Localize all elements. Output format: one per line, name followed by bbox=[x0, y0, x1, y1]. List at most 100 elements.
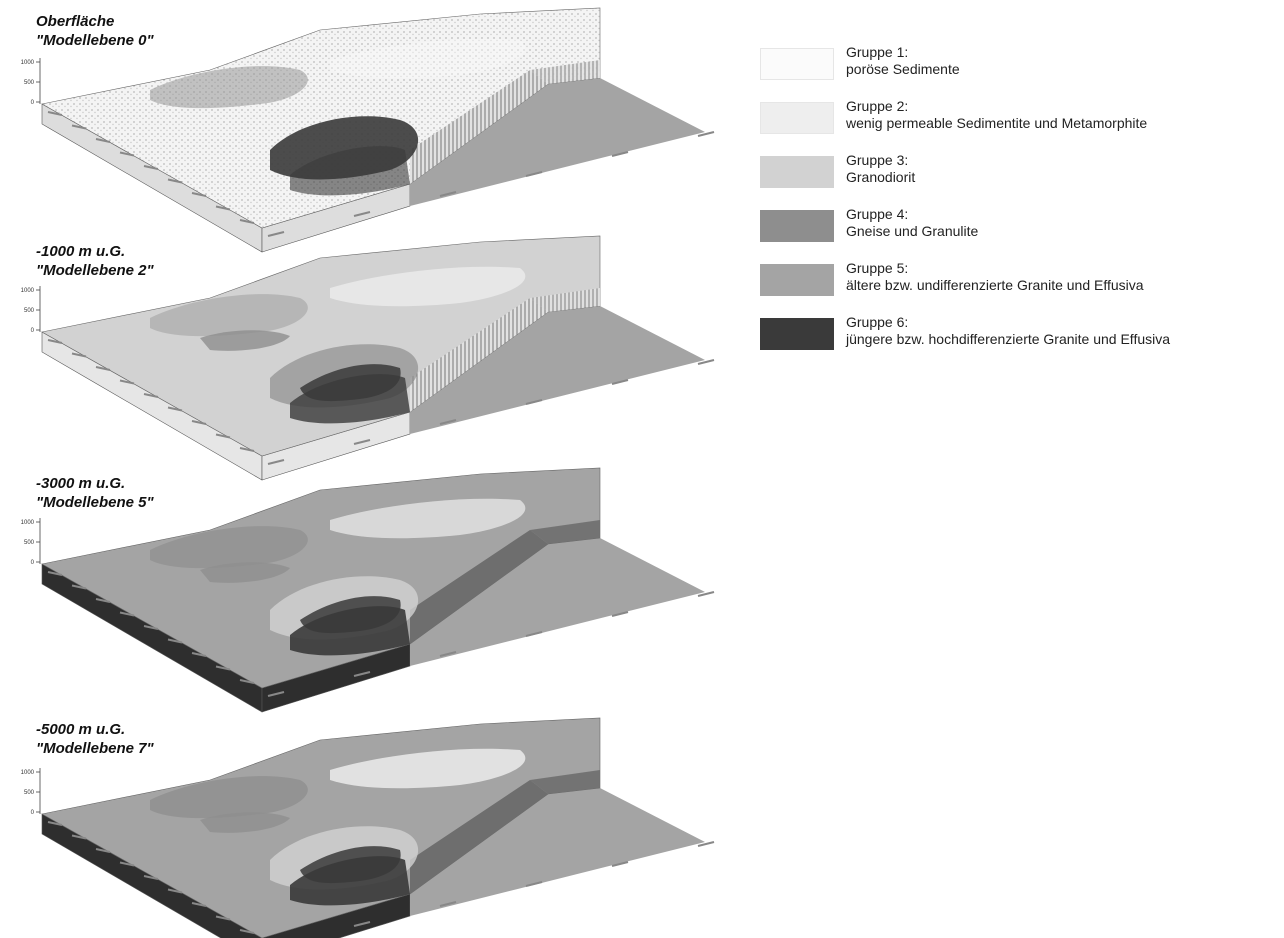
coord-tick bbox=[119, 861, 135, 867]
coord-tick bbox=[611, 379, 629, 385]
coord-tick bbox=[191, 902, 207, 907]
coord-tick bbox=[697, 131, 715, 137]
block-panel-1: 1000 500 0 bbox=[21, 7, 715, 253]
geology-region bbox=[150, 294, 308, 337]
panel-model-level-label: "Modellebene 5" bbox=[36, 494, 154, 511]
legend-item-group-3: Gruppe 3: Granodiorit bbox=[760, 152, 1270, 192]
coord-tick bbox=[71, 834, 87, 840]
coord-tick bbox=[143, 393, 159, 398]
coord-tick bbox=[167, 638, 183, 644]
legend-group-name: Gruppe 3: bbox=[846, 152, 909, 168]
z-axis-tick-label: 0 bbox=[31, 328, 35, 334]
geology-region bbox=[300, 596, 401, 634]
geology-region bbox=[300, 846, 401, 884]
coord-tick bbox=[215, 665, 231, 671]
legend-group-description: Gneise und Granulite bbox=[846, 223, 979, 239]
coord-tick bbox=[439, 901, 457, 907]
geology-region bbox=[290, 146, 410, 196]
legend-group-name: Gruppe 4: bbox=[846, 206, 909, 222]
coord-tick bbox=[525, 631, 543, 637]
coord-tick bbox=[215, 433, 231, 439]
legend-swatch bbox=[760, 318, 834, 350]
panel-model-level-label: "Modellebene 0" bbox=[36, 32, 154, 49]
coord-tick bbox=[167, 888, 183, 894]
lowland-plain bbox=[410, 306, 705, 434]
z-axis-tick-label: 1000 bbox=[21, 770, 35, 776]
coord-tick bbox=[239, 219, 255, 224]
legend-label: Gruppe 5: ältere bzw. undifferenzierte Gr… bbox=[846, 260, 1144, 294]
block-panel-4: 1000 500 0 bbox=[21, 717, 715, 938]
geology-region bbox=[150, 66, 308, 109]
z-axis-tick-label: 500 bbox=[24, 790, 35, 796]
coord-tick bbox=[191, 192, 207, 197]
coord-tick bbox=[143, 625, 159, 630]
coord-tick bbox=[215, 915, 231, 921]
legend-item-group-6: Gruppe 6: jüngere bzw. hochdifferenzierte… bbox=[760, 314, 1270, 354]
geology-region bbox=[200, 562, 290, 583]
coord-tick bbox=[697, 591, 715, 597]
coord-tick bbox=[47, 111, 63, 116]
coord-tick bbox=[143, 875, 159, 880]
geology-region bbox=[200, 330, 290, 351]
legend-swatch bbox=[760, 210, 834, 242]
legend-group-description: wenig permeable Sedimentite und Metamorp… bbox=[846, 115, 1148, 131]
lowland-plain bbox=[410, 538, 705, 666]
coord-tick bbox=[119, 611, 135, 617]
legend-group-name: Gruppe 2: bbox=[846, 98, 909, 114]
coord-tick bbox=[353, 921, 371, 927]
coord-tick bbox=[191, 652, 207, 657]
geology-region bbox=[330, 266, 526, 307]
escarpment-face bbox=[410, 530, 548, 644]
panel-depth-label: -5000 m u.G. bbox=[36, 721, 126, 738]
legend-group-description: Granodiorit bbox=[846, 169, 916, 185]
coord-tick bbox=[119, 151, 135, 157]
coord-tick bbox=[47, 571, 63, 576]
coord-tick bbox=[525, 171, 543, 177]
geology-region bbox=[330, 748, 526, 789]
z-axis-tick-label: 0 bbox=[31, 560, 35, 566]
legend-group-name: Gruppe 5: bbox=[846, 260, 909, 276]
geology-region bbox=[150, 526, 308, 569]
panel-model-level-label: "Modellebene 7" bbox=[36, 740, 154, 757]
legend-label: Gruppe 4: Gneise und Granulite bbox=[846, 206, 978, 240]
coord-tick bbox=[611, 611, 629, 617]
coord-tick bbox=[267, 459, 285, 465]
coord-tick bbox=[239, 929, 255, 934]
coord-tick bbox=[95, 598, 111, 603]
z-axis-tick-label: 500 bbox=[24, 80, 35, 86]
coord-tick bbox=[71, 352, 87, 358]
geology-region bbox=[330, 498, 526, 539]
legend-swatch bbox=[760, 48, 834, 80]
coord-tick bbox=[95, 848, 111, 853]
panel-title-3: -3000 m u.G. "Modellebene 5" bbox=[36, 474, 154, 512]
legend-group-name: Gruppe 1: bbox=[846, 44, 909, 60]
panel-depth-label: Oberfläche bbox=[36, 13, 115, 30]
z-axis-tick-label: 0 bbox=[31, 100, 35, 106]
coord-tick bbox=[167, 406, 183, 412]
lowland-plain bbox=[410, 788, 705, 916]
panel-depth-label: -1000 m u.G. bbox=[36, 243, 126, 260]
coord-tick bbox=[239, 447, 255, 452]
coord-tick bbox=[439, 651, 457, 657]
coord-tick bbox=[439, 191, 457, 197]
legend-swatch bbox=[760, 156, 834, 188]
coord-tick bbox=[353, 211, 371, 217]
escarpment-face bbox=[410, 780, 548, 894]
coord-tick bbox=[47, 339, 63, 344]
z-axis-tick-label: 1000 bbox=[21, 520, 35, 526]
panel-depth-label: -3000 m u.G. bbox=[36, 475, 126, 492]
coord-tick bbox=[611, 151, 629, 157]
panel-model-level-label: "Modellebene 2" bbox=[36, 262, 154, 279]
legend-group-description: poröse Sedimente bbox=[846, 61, 960, 77]
coord-tick bbox=[95, 138, 111, 143]
legend-label: Gruppe 2: wenig permeable Sedimentite und… bbox=[846, 98, 1147, 132]
geology-region bbox=[330, 38, 526, 79]
panel-title-1: Oberfläche "Modellebene 0" bbox=[36, 12, 154, 50]
legend-label: Gruppe 1: poröse Sedimente bbox=[846, 44, 960, 78]
lowland-plain bbox=[410, 78, 705, 206]
coord-tick bbox=[697, 359, 715, 365]
geology-region bbox=[300, 364, 401, 402]
escarpment-face bbox=[410, 298, 548, 412]
legend-label: Gruppe 6: jüngere bzw. hochdifferenzierte… bbox=[846, 314, 1170, 348]
